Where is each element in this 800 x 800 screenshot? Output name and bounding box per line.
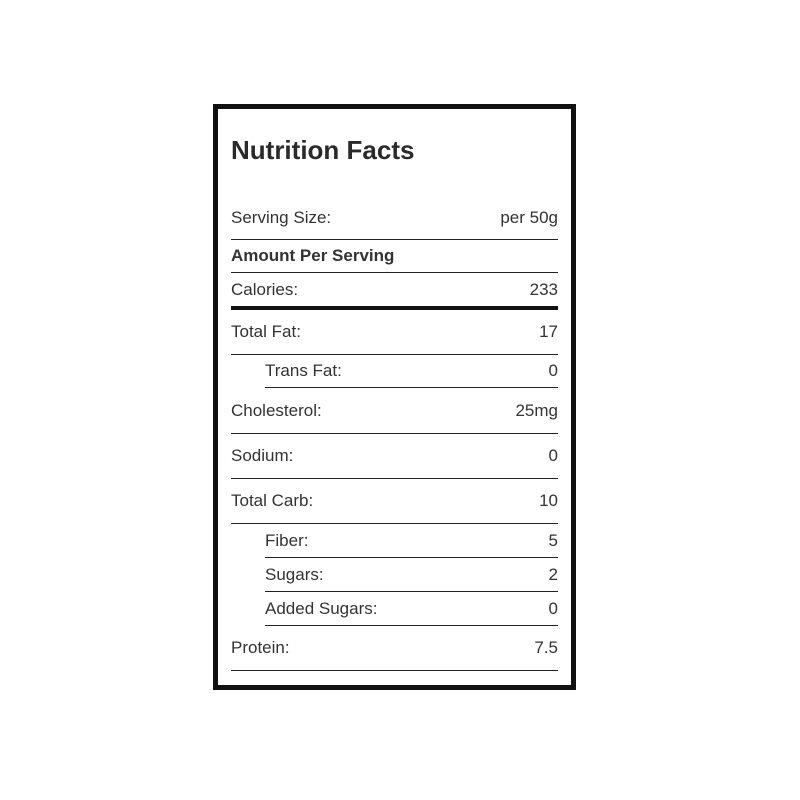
row-total-carb: Total Carb: 10	[231, 479, 558, 524]
row-sodium: Sodium: 0	[231, 434, 558, 479]
row-value: 5	[548, 530, 558, 550]
nutrition-rows: Serving Size: per 50g Amount Per Serving…	[231, 196, 558, 671]
row-value: 7.5	[534, 638, 558, 657]
row-total-fat: Total Fat: 17	[231, 310, 558, 355]
row-protein: Protein: 7.5	[231, 626, 558, 671]
row-value: 25mg	[515, 400, 558, 420]
row-value: 0	[548, 446, 558, 465]
row-fiber: Fiber: 5	[265, 524, 558, 558]
row-label: Calories:	[231, 279, 299, 299]
row-value: 17	[539, 322, 558, 341]
row-label: Sugars:	[265, 564, 324, 584]
row-value: per 50g	[500, 207, 558, 227]
row-cholesterol: Cholesterol: 25mg	[231, 388, 558, 434]
row-value: 0	[548, 598, 558, 618]
row-label: Fiber:	[265, 530, 309, 550]
row-value: 2	[548, 564, 558, 584]
row-label: Serving Size:	[231, 207, 332, 227]
row-label: Total Carb:	[231, 491, 314, 510]
row-label: Cholesterol:	[231, 400, 322, 420]
row-serving-size: Serving Size: per 50g	[231, 196, 558, 240]
row-added-sugars: Added Sugars: 0	[265, 592, 558, 626]
row-trans-fat: Trans Fat: 0	[265, 355, 558, 388]
row-sugars: Sugars: 2	[265, 558, 558, 592]
row-label: Trans Fat:	[265, 361, 342, 380]
label-title: Nutrition Facts	[231, 135, 415, 165]
row-value: 233	[529, 279, 558, 299]
row-calories: Calories: 233	[231, 273, 558, 310]
row-label: Total Fat:	[231, 322, 301, 341]
row-value: 10	[539, 491, 558, 510]
row-label: Sodium:	[231, 446, 294, 465]
amount-per-serving-header: Amount Per Serving	[231, 240, 558, 273]
row-label: Amount Per Serving	[231, 246, 395, 265]
row-value: 0	[548, 361, 558, 380]
row-label: Protein:	[231, 638, 290, 657]
nutrition-label: Nutrition Facts Serving Size: per 50g Am…	[213, 104, 576, 690]
row-label: Added Sugars:	[265, 598, 378, 618]
